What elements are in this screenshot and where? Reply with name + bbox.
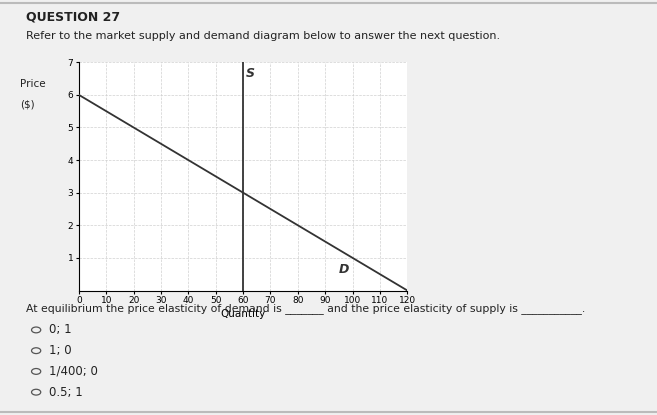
X-axis label: Quantity: Quantity xyxy=(221,309,265,319)
Text: At equilibrium the price elasticity of demand is _______ and the price elasticit: At equilibrium the price elasticity of d… xyxy=(26,303,585,314)
Text: D: D xyxy=(339,263,350,276)
Text: 0.5; 1: 0.5; 1 xyxy=(49,386,83,399)
Text: Price: Price xyxy=(20,79,45,89)
Text: QUESTION 27: QUESTION 27 xyxy=(26,10,120,23)
Text: 0; 1: 0; 1 xyxy=(49,323,72,337)
Text: S: S xyxy=(246,67,255,80)
Text: 1; 0: 1; 0 xyxy=(49,344,72,357)
Text: 1/400; 0: 1/400; 0 xyxy=(49,365,98,378)
Text: ($): ($) xyxy=(20,100,34,110)
Text: Refer to the market supply and demand diagram below to answer the next question.: Refer to the market supply and demand di… xyxy=(26,31,501,41)
